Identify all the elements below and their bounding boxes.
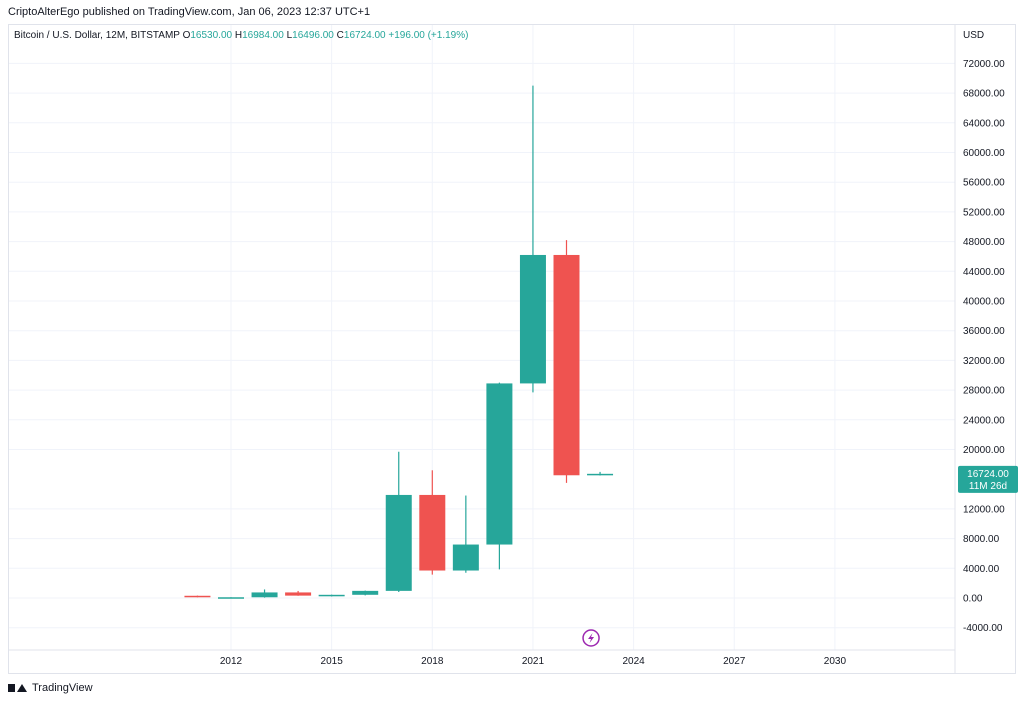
time-tick-label: 2015 [321, 656, 344, 667]
candle-body[interactable] [553, 254, 580, 476]
candle-body[interactable] [251, 592, 278, 598]
price-tick-label: -4000.00 [963, 623, 1003, 634]
price-tick-label: 8000.00 [963, 534, 1000, 545]
price-tick-label: 72000.00 [963, 59, 1005, 70]
price-tick-label: 68000.00 [963, 89, 1005, 100]
publisher-line: CriptoAlterEgo published on TradingView.… [8, 6, 371, 18]
high-label: H [234, 30, 243, 41]
change-value: +196.00 (+1.19%) [388, 30, 469, 41]
close-label: C [336, 30, 344, 41]
time-tick-label: 2021 [522, 656, 545, 667]
time-tick-label: 2030 [824, 656, 847, 667]
last-price-label: 16724.00 [967, 469, 1009, 480]
price-tick-label: 32000.00 [963, 356, 1005, 367]
price-tick-label: 36000.00 [963, 326, 1005, 337]
candle-body[interactable] [385, 494, 412, 591]
price-tick-label: 40000.00 [963, 297, 1005, 308]
last-price-tag [958, 465, 1018, 493]
time-tick-label: 2018 [421, 656, 444, 667]
currency-label: USD [963, 30, 984, 41]
footer-brand[interactable]: TradingView [8, 682, 93, 694]
chart-frame [8, 24, 1016, 674]
lightning-bolt-glyph [588, 633, 595, 643]
candle-body[interactable] [519, 254, 546, 384]
price-tick-label: 24000.00 [963, 415, 1005, 426]
time-tick-label: 2024 [622, 656, 645, 667]
price-tick-label: 48000.00 [963, 237, 1005, 248]
time-tick-label: 2027 [723, 656, 746, 667]
price-tick-label: 20000.00 [963, 445, 1005, 456]
price-tick-label: 28000.00 [963, 386, 1005, 397]
time-tick-label: 2012 [220, 656, 243, 667]
candle-body[interactable] [419, 494, 446, 571]
candle-body[interactable] [184, 595, 211, 598]
tradingview-logo-icon [8, 682, 28, 694]
high-value: 16984.00 [242, 30, 284, 41]
price-tick-label: 12000.00 [963, 504, 1005, 515]
candle-body[interactable] [218, 597, 244, 599]
candle-body[interactable] [587, 473, 614, 476]
low-value: 16496.00 [292, 30, 334, 41]
price-tick-label: 60000.00 [963, 148, 1005, 159]
close-value: 16724.00 [343, 30, 386, 41]
price-tick-label: 0.00 [963, 594, 983, 605]
price-tick-label: 56000.00 [963, 178, 1005, 189]
price-tick-label: 64000.00 [963, 118, 1005, 129]
price-tick-label: 52000.00 [963, 207, 1005, 218]
open-label: O [182, 30, 191, 41]
open-value: 16530.00 [190, 30, 233, 41]
bar-countdown-label: 11M 26d [969, 481, 1007, 492]
symbol-label: Bitcoin / U.S. Dollar, 12M, BITSTAMP [14, 30, 180, 41]
candle-body[interactable] [318, 594, 345, 597]
candle-body[interactable] [285, 592, 312, 596]
candle-body[interactable] [452, 544, 479, 571]
price-tick-label: 44000.00 [963, 267, 1005, 278]
candle-body[interactable] [486, 383, 513, 545]
ohlc-legend: Bitcoin / U.S. Dollar, 12M, BITSTAMP O16… [14, 30, 468, 41]
price-tick-label: 4000.00 [963, 564, 1000, 575]
brand-label: TradingView [32, 682, 93, 694]
candle-body[interactable] [352, 590, 379, 595]
low-label: L [286, 30, 293, 41]
